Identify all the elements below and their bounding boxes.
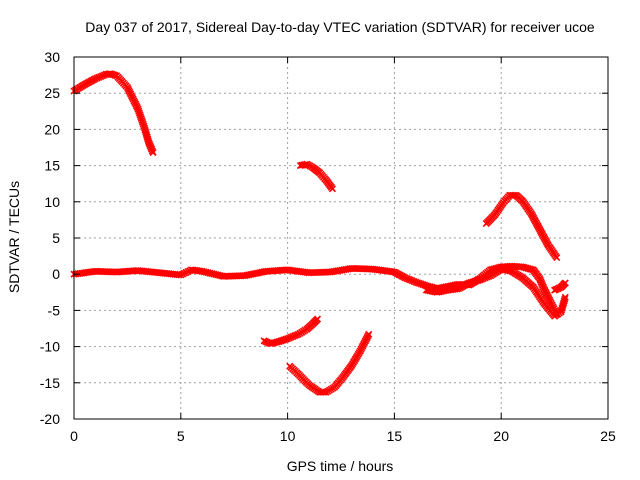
series-arc-late-high <box>482 191 561 262</box>
y-tick-label: 30 <box>44 49 60 65</box>
y-tick-label: 15 <box>44 158 60 174</box>
y-tick-label: 20 <box>44 121 60 137</box>
chart-title: Day 037 of 2017, Sidereal Day-to-day VTE… <box>85 19 595 35</box>
data-point-marker <box>561 293 569 301</box>
axis-ticks: 0 5 10 15 20 25 -20 -15 -10 -5 0 5 10 15 20 25 30 <box>40 49 616 444</box>
series-arc-mid-low-b <box>286 330 373 396</box>
x-axis-label: GPS time / hours <box>287 458 394 474</box>
x-tick-label: 20 <box>493 428 509 444</box>
data-point-marker <box>328 185 337 193</box>
series-arc-early-high <box>70 70 157 157</box>
x-tick-label: 25 <box>600 428 616 444</box>
data-point-marker <box>365 330 373 338</box>
y-tick-label: 25 <box>44 85 60 101</box>
series-arc-mid-low-a <box>260 315 322 348</box>
y-tick-label: 5 <box>52 230 60 246</box>
data-point-marker <box>561 279 569 287</box>
series-tail-right <box>551 279 569 294</box>
data-point-marker <box>561 295 569 303</box>
y-axis-label: SDTVAR / TECUs <box>6 181 22 293</box>
data-point-marker <box>313 315 322 323</box>
data-point-marker <box>553 253 561 262</box>
series-baseline-lower <box>422 265 569 320</box>
y-tick-label: -10 <box>40 339 60 355</box>
x-tick-label: 0 <box>70 428 78 444</box>
y-tick-label: -20 <box>40 411 60 427</box>
data-point-marker <box>149 149 157 157</box>
series-arc-mid-high <box>296 160 337 193</box>
x-tick-label: 15 <box>387 428 403 444</box>
y-tick-label: 0 <box>52 266 60 282</box>
y-tick-label: -15 <box>40 375 60 391</box>
y-tick-label: -5 <box>48 302 61 318</box>
y-tick-label: 10 <box>44 194 60 210</box>
x-tick-label: 5 <box>177 428 185 444</box>
data-series <box>70 70 569 396</box>
series-baseline <box>70 262 561 318</box>
x-tick-label: 10 <box>280 428 296 444</box>
grid-lines <box>74 57 608 419</box>
